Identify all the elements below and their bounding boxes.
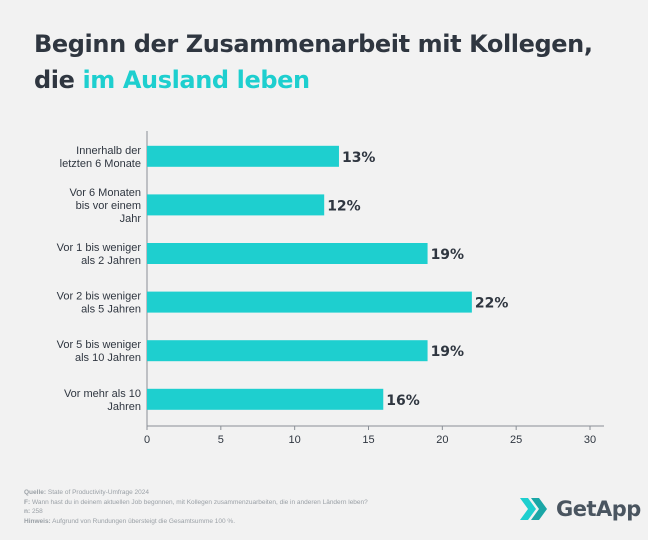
x-tick-label: 5	[218, 434, 224, 446]
footer-notes: Quelle: State of Productivity-Umfrage 20…	[24, 488, 494, 526]
x-tick-label: 20	[436, 434, 448, 446]
x-tick-label: 30	[584, 434, 596, 446]
category-label: Vor 2 bis weniger als 5 Jahren	[57, 291, 142, 316]
bar-value-label: 13%	[342, 150, 376, 166]
category-label: Vor mehr als 10 Jahren	[64, 388, 141, 413]
logo-text: GetApp	[556, 497, 641, 521]
title-line-2-plain: die	[34, 66, 83, 94]
footer-sample-size: n: 258	[24, 508, 43, 515]
bar	[147, 243, 428, 264]
category-label: Innerhalb der letzten 6 Monate	[60, 145, 142, 170]
chart-title: Beginn der Zusammenarbeit mit Kollegen, …	[34, 26, 624, 98]
footer-question: F: Wann hast du in deinem aktuellen Job …	[24, 498, 368, 506]
bar-value-label: 12%	[327, 198, 361, 214]
bar	[147, 145, 339, 167]
bar-value-label: 16%	[386, 393, 420, 409]
getapp-logo: GetApp	[520, 494, 641, 524]
bar	[147, 291, 472, 313]
bar-value-label: 22%	[475, 296, 509, 312]
category-label: Vor 6 Monaten bis vor einem Jahr	[69, 187, 141, 225]
title-line-1: Beginn der Zusammenarbeit mit Kollegen,	[34, 30, 593, 58]
footer-note: Hinweis: Aufgrund von Rundungen überstei…	[24, 517, 236, 525]
footer-source: Quelle: State of Productivity-Umfrage 20…	[24, 489, 150, 496]
bar-chart: 0 5 10 15 20 25 30 13% Innerhalb der letzten 6 Mo…	[57, 131, 604, 446]
getapp-chevrons-icon	[520, 498, 547, 520]
title-line-2: die im Ausland leben	[34, 62, 624, 98]
bar	[147, 388, 384, 410]
bar-value-label: 19%	[431, 247, 465, 263]
bar	[147, 340, 428, 362]
bar-value-label: 19%	[431, 344, 465, 360]
x-tick-label: 15	[362, 434, 374, 446]
category-label: Vor 5 bis weniger als 10 Jahren	[57, 339, 142, 364]
bar	[147, 194, 325, 216]
title-highlight: im Ausland leben	[82, 66, 310, 94]
x-tick-label: 10	[289, 434, 301, 446]
x-tick-label: 0	[144, 434, 150, 446]
category-label: Vor 1 bis weniger als 2 Jahren	[57, 242, 142, 267]
x-tick-label: 25	[510, 434, 522, 446]
